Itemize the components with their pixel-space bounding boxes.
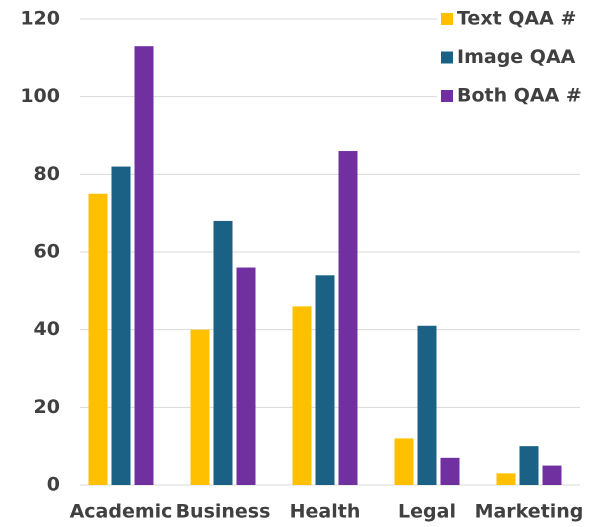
bar xyxy=(213,220,233,485)
bar xyxy=(190,329,210,485)
y-tick-label: 20 xyxy=(34,396,60,418)
y-tick-label: 0 xyxy=(47,474,60,496)
bar xyxy=(440,457,460,485)
bar xyxy=(88,193,108,485)
x-tick-label: Health xyxy=(290,501,361,523)
bar xyxy=(292,306,312,485)
bar xyxy=(496,473,516,485)
y-tick-label: 80 xyxy=(34,163,60,185)
bar xyxy=(542,465,562,485)
legend-swatch xyxy=(441,90,453,102)
bar xyxy=(519,446,539,485)
legend-swatch xyxy=(441,13,453,25)
bar xyxy=(338,151,358,486)
x-tick-label: Business xyxy=(176,501,271,523)
x-tick-label: Legal xyxy=(398,501,456,523)
legend-swatch xyxy=(441,51,453,64)
legend-label: Text QAA # xyxy=(457,8,576,30)
legend-label: Both QAA # xyxy=(457,85,582,107)
bar xyxy=(315,275,335,485)
bar xyxy=(111,166,131,486)
y-tick-label: 120 xyxy=(20,8,60,30)
bar xyxy=(134,46,154,485)
y-tick-label: 40 xyxy=(34,318,60,340)
legend-label: Image QAA xyxy=(457,46,576,68)
bar xyxy=(236,267,256,485)
bar xyxy=(394,438,414,485)
legend-background xyxy=(437,5,606,121)
bar xyxy=(417,325,437,485)
y-tick-label: 100 xyxy=(20,85,60,107)
x-tick-label: Academic xyxy=(70,501,173,523)
x-tick-label: Marketing xyxy=(475,501,584,523)
y-tick-label: 60 xyxy=(34,241,60,263)
